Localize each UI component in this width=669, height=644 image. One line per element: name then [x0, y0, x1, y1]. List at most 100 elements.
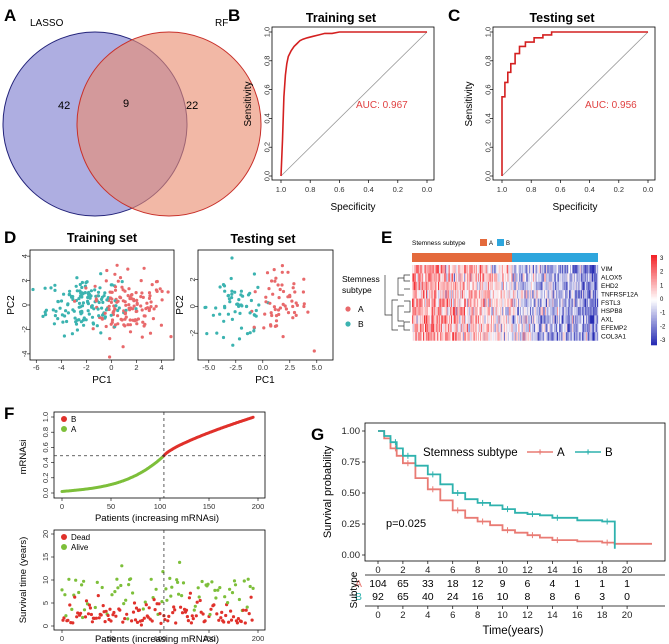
risk-count: 8 [549, 591, 555, 603]
heatmap-cell [491, 273, 493, 282]
heatmap-cell [471, 332, 473, 341]
heatmap-cell [540, 281, 542, 291]
heatmap-cell [536, 290, 538, 299]
heatmap-cell [564, 290, 566, 299]
heatmap-cell [545, 281, 547, 291]
heatmap-cell [512, 323, 514, 333]
heatmap-cell [462, 332, 464, 341]
heatmap-cell [579, 281, 581, 291]
heatmap-cell [544, 332, 546, 341]
heatmap-scale-step [651, 340, 657, 343]
roc-testing-frame [492, 26, 656, 181]
heatmap-cell [425, 281, 427, 291]
heatmap-cell [469, 323, 471, 333]
heatmap-cell [576, 307, 578, 316]
survival-point [124, 598, 128, 602]
heatmap-cell [438, 307, 441, 316]
heatmap-cell [535, 323, 537, 333]
heatmap-cell [462, 273, 464, 282]
heatmap-cell [528, 273, 530, 282]
heatmap-cell [526, 323, 528, 333]
heatmap-cell [589, 307, 591, 316]
heatmap-cell [465, 323, 467, 333]
heatmap-cell [575, 315, 577, 324]
heatmap-cell [558, 273, 561, 282]
pca-training-point [117, 306, 121, 310]
heatmap-cell [484, 315, 486, 324]
heatmap-cell [461, 307, 463, 316]
heatmap-cell [529, 323, 531, 333]
heatmap-cell [575, 281, 577, 291]
heatmap-cell [437, 265, 439, 274]
survival-point [101, 604, 105, 608]
heatmap-cell [547, 281, 549, 291]
heatmap-cell [507, 298, 509, 308]
pca-testing-point [237, 337, 242, 341]
heatmap-cell [463, 298, 465, 308]
pca-training-point [135, 322, 139, 326]
heatmap-cell [413, 273, 415, 282]
heatmap-cell [523, 307, 525, 316]
heatmap-cell [517, 290, 519, 299]
heatmap-cell [477, 265, 479, 274]
heatmap-cell [510, 290, 512, 299]
survival-point [68, 603, 72, 607]
survival-point [251, 586, 255, 591]
survival-point [165, 598, 169, 602]
heatmap-cell [483, 265, 485, 274]
pca-training-point [126, 323, 130, 327]
survival-point [153, 608, 157, 612]
heatmap-cell [519, 315, 521, 324]
heatmap-cell [516, 281, 518, 291]
survival-point [70, 607, 74, 612]
heatmap-cell [521, 323, 523, 333]
heatmap-cell [493, 315, 495, 324]
heatmap-cell [594, 273, 596, 282]
heatmap-cell [481, 281, 483, 291]
heatmap-cell [517, 307, 519, 316]
heatmap-cell [497, 332, 499, 341]
heatmap-cell [539, 273, 541, 282]
heatmap-cell [491, 281, 494, 291]
heatmap-cell [511, 315, 513, 324]
pca-testing-point [290, 299, 294, 303]
heatmap-cell [543, 307, 545, 316]
heatmap-cell [477, 307, 479, 316]
heatmap-cell [578, 307, 580, 316]
heatmap-cell [552, 323, 554, 333]
heatmap-cell [528, 290, 530, 299]
heatmap-cell [500, 273, 502, 282]
heatmap-cell [525, 290, 527, 299]
survival-point [131, 610, 136, 614]
heatmap-cell [531, 265, 533, 274]
panel-label-d: D [4, 228, 16, 247]
heatmap-cell [570, 265, 572, 274]
heatmap-cell [500, 290, 502, 299]
heatmap-cell [451, 265, 453, 274]
heatmap-cell [517, 298, 519, 308]
heatmap-cell [594, 307, 596, 316]
heatmap-cell [438, 281, 441, 291]
risk-count: 33 [422, 578, 434, 590]
heatmap-cell [429, 332, 431, 341]
risk-count: 3 [599, 591, 605, 603]
risk-count: 9 [500, 578, 506, 590]
heatmap-cell [535, 315, 537, 324]
pca-training-point [135, 301, 139, 305]
heatmap-cell [592, 307, 594, 316]
heatmap-cell [549, 323, 551, 333]
heatmap-cell [584, 298, 586, 308]
heatmap-cell [435, 265, 437, 274]
pca-training-xtick-label: -4 [58, 363, 65, 372]
heatmap-cell [532, 315, 534, 324]
heatmap-cell [426, 315, 428, 324]
heatmap-cell [536, 332, 538, 341]
heatmap-scale-step [651, 258, 657, 260]
survival-point [216, 588, 220, 592]
heatmap-cell [531, 281, 533, 291]
heatmap-cell [415, 323, 417, 333]
pca-training-point [77, 301, 82, 305]
heatmap-cell [472, 273, 474, 282]
heatmap-cell [442, 273, 444, 282]
heatmap-cell [449, 323, 451, 333]
